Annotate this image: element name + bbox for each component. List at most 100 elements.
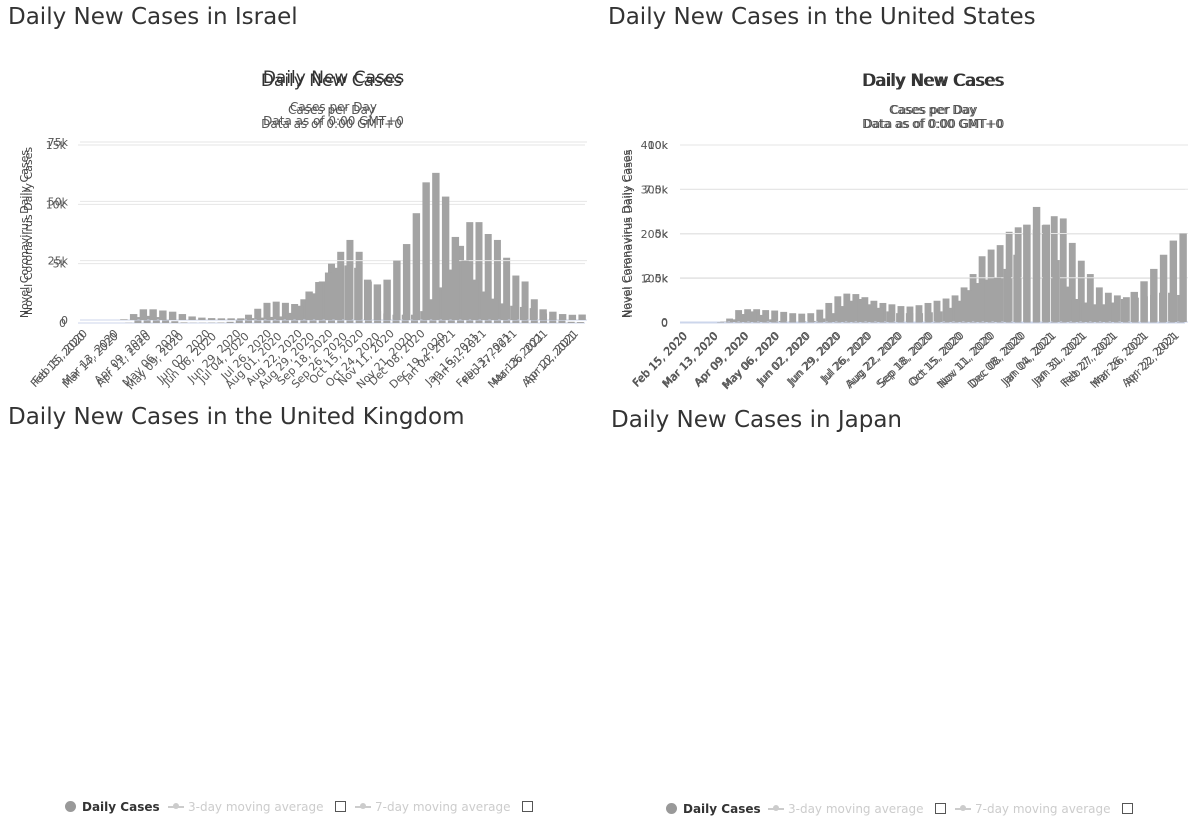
bar[interactable] — [877, 308, 884, 322]
bar[interactable] — [315, 282, 322, 320]
legend-daily-cases[interactable]: Daily Cases — [65, 800, 160, 814]
bar[interactable] — [257, 318, 264, 320]
bar[interactable] — [1004, 269, 1011, 322]
bar[interactable] — [818, 318, 825, 322]
bar[interactable] — [539, 309, 546, 320]
bar[interactable] — [1013, 255, 1020, 322]
bar[interactable] — [169, 312, 176, 320]
bar[interactable] — [266, 317, 273, 320]
bar[interactable] — [916, 313, 923, 322]
bar[interactable] — [886, 311, 893, 322]
bar[interactable] — [1131, 292, 1138, 322]
bar[interactable] — [945, 308, 952, 322]
bar[interactable] — [130, 314, 137, 320]
bar[interactable] — [837, 306, 844, 322]
bar[interactable] — [140, 309, 147, 320]
bar[interactable] — [569, 315, 576, 320]
bar[interactable] — [1121, 299, 1128, 322]
bar[interactable] — [227, 322, 234, 323]
bar[interactable] — [730, 319, 737, 322]
bar[interactable] — [578, 315, 585, 320]
bar[interactable] — [276, 316, 283, 320]
checkbox-icon[interactable] — [1122, 803, 1133, 814]
bar[interactable] — [413, 213, 420, 320]
bar[interactable] — [559, 314, 566, 320]
bar[interactable] — [530, 308, 537, 320]
bar[interactable] — [828, 313, 835, 322]
bar[interactable] — [798, 321, 805, 322]
bar[interactable] — [1140, 281, 1147, 322]
bar[interactable] — [198, 318, 205, 320]
bar[interactable] — [789, 321, 796, 322]
bar[interactable] — [335, 268, 342, 320]
bar[interactable] — [188, 316, 195, 320]
bar[interactable] — [955, 301, 962, 322]
bar[interactable] — [1023, 225, 1030, 322]
bar[interactable] — [481, 292, 488, 320]
bar[interactable] — [247, 318, 254, 320]
bar[interactable] — [179, 314, 186, 320]
bar[interactable] — [159, 311, 166, 320]
legend-3day-average[interactable]: 3-day moving average — [768, 802, 946, 816]
bar[interactable] — [1101, 304, 1108, 322]
checkbox-icon[interactable] — [935, 803, 946, 814]
bar[interactable] — [568, 322, 575, 323]
bar[interactable] — [432, 173, 439, 320]
bar[interactable] — [286, 313, 293, 320]
bar[interactable] — [227, 318, 234, 320]
legend-7day-average[interactable]: 7-day moving average — [355, 800, 533, 814]
bar[interactable] — [769, 319, 776, 322]
bar[interactable] — [1091, 304, 1098, 322]
bar[interactable] — [149, 309, 156, 320]
bar[interactable] — [558, 321, 565, 323]
bar[interactable] — [935, 311, 942, 322]
bar[interactable] — [393, 261, 400, 320]
bar[interactable] — [857, 299, 864, 322]
bar[interactable] — [964, 290, 971, 322]
bar[interactable] — [171, 321, 178, 323]
bar[interactable] — [422, 182, 429, 320]
bar[interactable] — [344, 265, 351, 320]
bar[interactable] — [296, 306, 303, 320]
bar[interactable] — [925, 312, 932, 322]
checkbox-icon[interactable] — [522, 801, 533, 812]
bar[interactable] — [218, 318, 225, 320]
bar[interactable] — [779, 321, 786, 322]
bar[interactable] — [1033, 207, 1040, 322]
bar[interactable] — [1111, 303, 1118, 322]
bar[interactable] — [847, 301, 854, 322]
bar[interactable] — [906, 313, 913, 322]
bar[interactable] — [549, 312, 556, 320]
bar[interactable] — [1179, 234, 1186, 323]
bar[interactable] — [254, 309, 261, 323]
legend-7day-average[interactable]: 7-day moving average — [955, 802, 1133, 816]
bar[interactable] — [1072, 299, 1079, 322]
bar[interactable] — [984, 280, 991, 322]
bar[interactable] — [208, 318, 215, 320]
bar[interactable] — [181, 322, 188, 323]
bar[interactable] — [1082, 303, 1089, 322]
bar[interactable] — [867, 304, 874, 322]
bar[interactable] — [452, 237, 459, 320]
bar[interactable] — [500, 303, 507, 320]
bar[interactable] — [740, 314, 747, 322]
checkbox-icon[interactable] — [335, 801, 346, 812]
bar[interactable] — [305, 292, 312, 320]
bar[interactable] — [510, 306, 517, 320]
bar[interactable] — [759, 315, 766, 322]
bar[interactable] — [1170, 241, 1177, 322]
bar[interactable] — [403, 244, 410, 320]
bar[interactable] — [383, 280, 390, 320]
bar[interactable] — [325, 273, 332, 320]
bar[interactable] — [1062, 287, 1069, 322]
bar[interactable] — [974, 283, 981, 322]
bar[interactable] — [994, 278, 1001, 322]
bar[interactable] — [364, 280, 371, 320]
bar[interactable] — [461, 261, 468, 320]
bar[interactable] — [750, 311, 757, 322]
bar[interactable] — [374, 284, 381, 320]
bar[interactable] — [808, 321, 815, 322]
bar[interactable] — [471, 280, 478, 320]
bar[interactable] — [1052, 260, 1059, 322]
bar[interactable] — [354, 268, 361, 320]
